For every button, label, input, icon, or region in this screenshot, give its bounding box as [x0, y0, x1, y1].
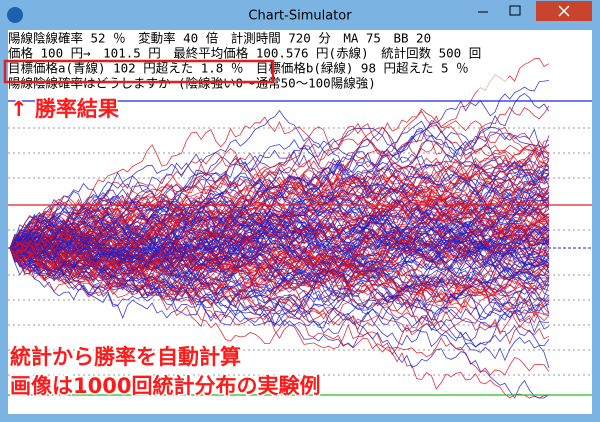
simulation-plot	[8, 57, 592, 399]
random-walk	[9, 243, 550, 329]
highlight-box	[3, 59, 275, 84]
random-walk	[9, 186, 550, 259]
random-walk	[9, 153, 550, 253]
window-title: Chart-Simulator	[248, 9, 352, 24]
random-walk	[9, 192, 550, 276]
win-rate-note: ↑ 勝率結果	[10, 97, 119, 121]
random-walk	[9, 243, 550, 356]
random-walk	[9, 247, 550, 376]
random-walk	[9, 231, 550, 348]
info-line: 陽線陰線確率 52 ％ 変動率 40 倍 計測時間 720 分 MA 75 BB…	[8, 31, 431, 46]
random-walk	[9, 241, 550, 314]
random-walk	[9, 247, 550, 334]
random-walk	[9, 223, 550, 303]
random-walk	[9, 199, 550, 304]
random-walk	[9, 243, 550, 399]
maximize-icon	[509, 5, 521, 16]
random-walk	[9, 212, 550, 280]
caption-line: 画像は1000回統計分布の実験例	[10, 374, 320, 398]
info-panel: 陽線陰線確率 52 ％ 変動率 40 倍 計測時間 720 分 MA 75 BB…	[8, 30, 508, 91]
random-walk	[9, 216, 550, 281]
random-walk	[9, 110, 550, 283]
random-walk	[9, 140, 550, 298]
random-walk	[9, 196, 550, 277]
close-icon	[558, 5, 570, 17]
random-walk	[9, 196, 550, 311]
random-walk	[9, 186, 550, 305]
random-walk	[9, 162, 550, 255]
info-line: 目標価格a(青線) 102 円超えた 1.8 ％ 目標価格b(緑線) 98 円超…	[8, 61, 469, 76]
random-walk	[9, 156, 550, 268]
random-walk	[9, 237, 550, 299]
random-walk	[9, 150, 550, 269]
random-walk	[9, 182, 550, 277]
random-walk	[9, 235, 550, 286]
caption-line: 統計から勝率を自動計算	[10, 345, 241, 369]
random-walk	[9, 227, 550, 333]
info-line: 価格 100 円→ 101.5 円 最終平均価格 100.576 円(赤線) 統…	[8, 46, 481, 61]
random-walk	[9, 220, 550, 301]
app-icon	[7, 7, 23, 23]
random-walk	[9, 148, 550, 249]
random-walk	[9, 179, 550, 264]
random-walk	[9, 109, 550, 249]
random-walk	[9, 151, 550, 255]
random-walk	[9, 57, 550, 259]
random-walk	[9, 187, 550, 286]
